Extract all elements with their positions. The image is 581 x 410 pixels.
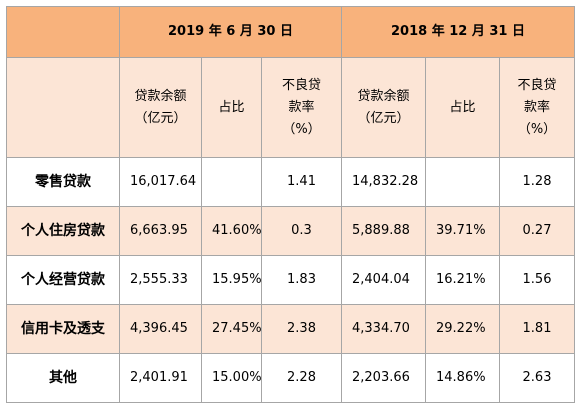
cell-ratio-p2: 16.21% (425, 255, 500, 305)
cell-balance-p1: 2,401.91 (119, 353, 202, 403)
col-label: 贷款余额 (134, 88, 187, 104)
row-category: 零售贷款 (6, 157, 120, 207)
col-header-ratio-p1: 占比 (201, 57, 262, 158)
col-header-npl-p2: 不良贷 款率 （%） (499, 57, 575, 158)
cell-ratio-p1: 15.95% (201, 255, 262, 305)
col-label: 款率 (288, 99, 315, 115)
cell-ratio-p1: 15.00% (201, 353, 262, 403)
cell-ratio-p2: 14.86% (425, 353, 500, 403)
cell-ratio-p1: 41.60% (201, 206, 262, 256)
col-label: 不良贷 (281, 77, 321, 93)
cell-npl-p2: 1.28 (499, 157, 575, 207)
cell-npl-p2: 0.27 (499, 206, 575, 256)
table-row: 其他 2,401.91 15.00% 2.28 2,203.66 14.86% … (6, 353, 575, 403)
col-label: （%） (517, 121, 557, 137)
cell-npl-p2: 2.63 (499, 353, 575, 403)
cell-npl-p1: 0.3 (261, 206, 342, 256)
period-header-row: 2019 年 6 月 30 日 2018 年 12 月 31 日 (6, 6, 575, 58)
cell-balance-p2: 2,404.04 (341, 255, 426, 305)
cell-ratio-p2: 29.22% (425, 304, 500, 354)
cell-npl-p1: 1.83 (261, 255, 342, 305)
cell-ratio-p2: 39.71% (425, 206, 500, 256)
cell-npl-p2: 1.81 (499, 304, 575, 354)
corner-cell (6, 6, 120, 58)
cell-balance-p1: 6,663.95 (119, 206, 202, 256)
cell-balance-p2: 5,889.88 (341, 206, 426, 256)
col-label: 占比 (449, 99, 476, 115)
table-row: 个人住房贷款 6,663.95 41.60% 0.3 5,889.88 39.7… (6, 206, 575, 256)
table-row: 个人经营贷款 2,555.33 15.95% 1.83 2,404.04 16.… (6, 255, 575, 305)
row-category: 个人住房贷款 (6, 206, 120, 256)
col-header-ratio-p2: 占比 (425, 57, 500, 158)
col-label: （%） (282, 121, 321, 137)
category-header-cell (6, 57, 120, 158)
cell-balance-p2: 4,334.70 (341, 304, 426, 354)
period-2018-12-31: 2018 年 12 月 31 日 (341, 6, 575, 58)
row-category: 信用卡及透支 (6, 304, 120, 354)
retail-loan-table: 2019 年 6 月 30 日 2018 年 12 月 31 日 贷款余额 （亿… (6, 6, 575, 403)
cell-npl-p2: 1.56 (499, 255, 575, 305)
cell-balance-p1: 4,396.45 (119, 304, 202, 354)
period-2019-06-30: 2019 年 6 月 30 日 (119, 6, 342, 58)
col-label: （亿元） (134, 110, 187, 126)
row-category: 个人经营贷款 (6, 255, 120, 305)
col-label: 款率 (523, 99, 550, 115)
cell-balance-p2: 14,832.28 (341, 157, 426, 207)
cell-ratio-p1 (201, 157, 262, 207)
table-row: 信用卡及透支 4,396.45 27.45% 2.38 4,334.70 29.… (6, 304, 575, 354)
col-header-balance-p2: 贷款余额 （亿元） (341, 57, 426, 158)
col-header-npl-p1: 不良贷 款率 （%） (261, 57, 342, 158)
col-label: 贷款余额 (357, 88, 410, 104)
col-header-balance-p1: 贷款余额 （亿元） (119, 57, 202, 158)
cell-balance-p2: 2,203.66 (341, 353, 426, 403)
column-header-row: 贷款余额 （亿元） 占比 不良贷 款率 （%） 贷款余额 （亿元） 占比 不良贷… (6, 57, 575, 158)
cell-balance-p1: 2,555.33 (119, 255, 202, 305)
table-row: 零售贷款 16,017.64 1.41 14,832.28 1.28 (6, 157, 575, 207)
col-label: 不良贷 (517, 77, 557, 93)
cell-balance-p1: 16,017.64 (119, 157, 202, 207)
cell-npl-p1: 2.38 (261, 304, 342, 354)
cell-ratio-p1: 27.45% (201, 304, 262, 354)
cell-npl-p1: 1.41 (261, 157, 342, 207)
cell-ratio-p2 (425, 157, 500, 207)
row-category: 其他 (6, 353, 120, 403)
col-label: 占比 (218, 99, 245, 115)
col-label: （亿元） (357, 110, 410, 126)
cell-npl-p1: 2.28 (261, 353, 342, 403)
